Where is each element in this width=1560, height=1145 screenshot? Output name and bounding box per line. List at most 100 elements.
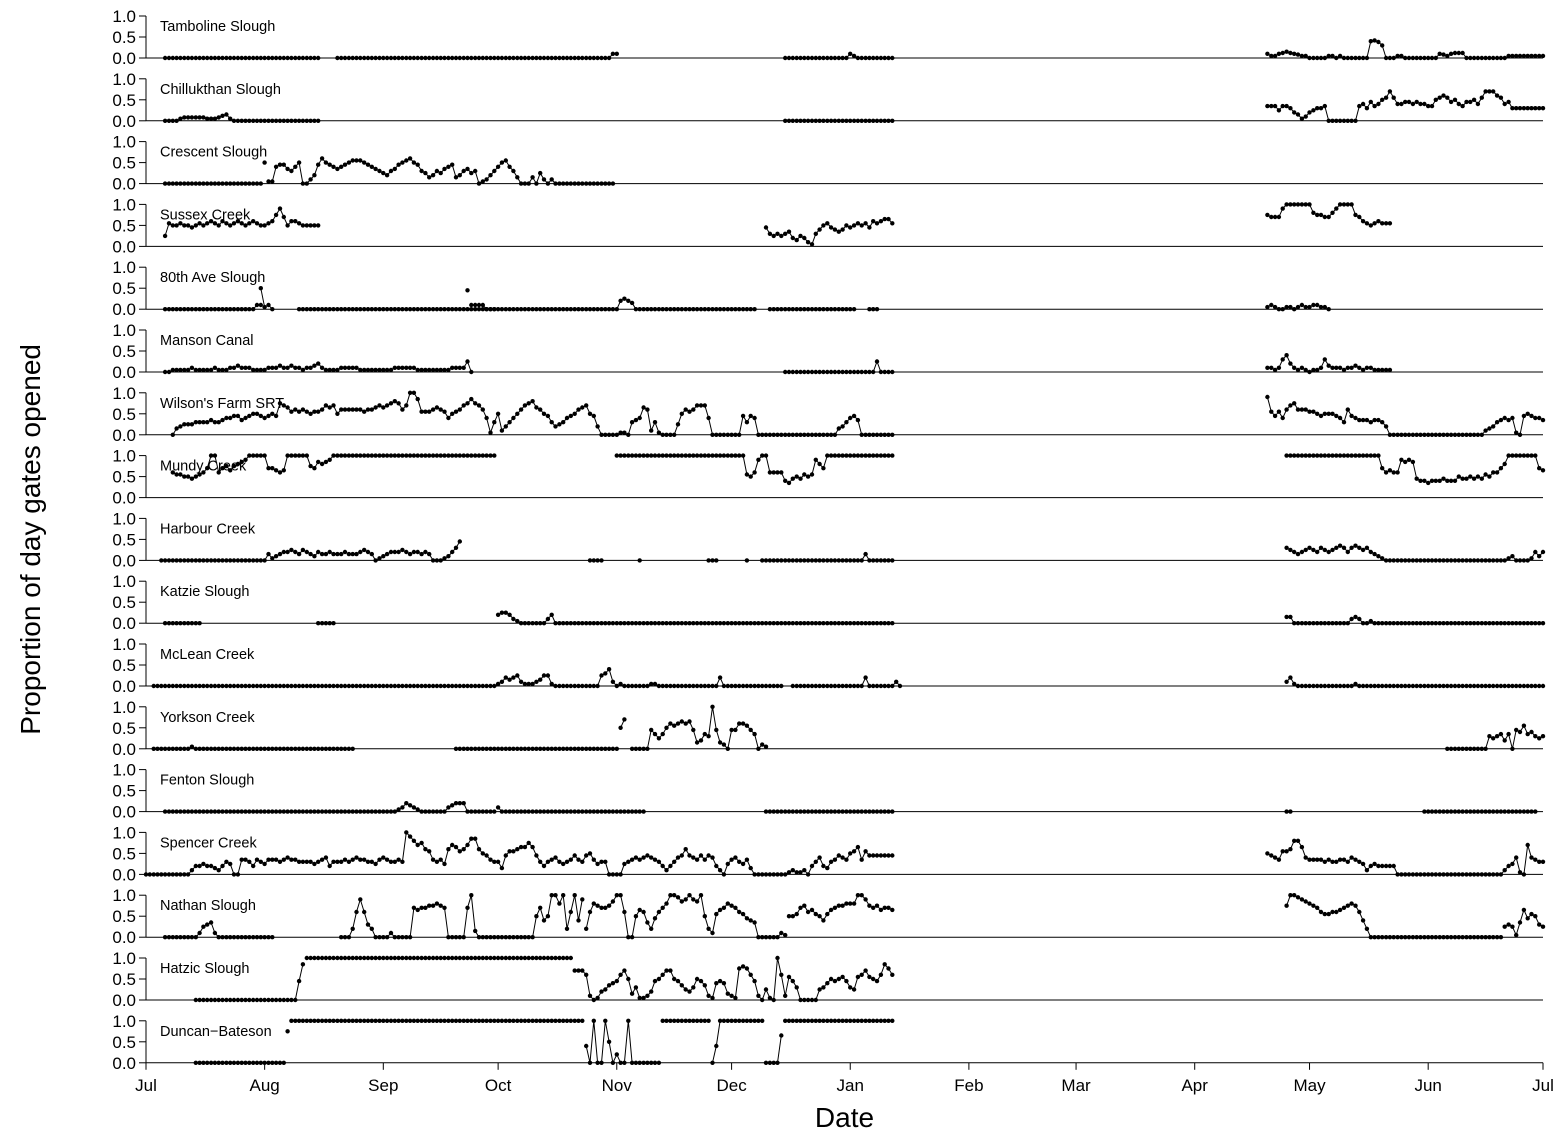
data-point (461, 55, 466, 61)
data-point (296, 683, 302, 689)
data-point (488, 809, 493, 814)
data-point (1311, 55, 1316, 61)
data-point (1471, 432, 1477, 437)
panel-site-label: Wilson's Farm SRT (160, 396, 284, 412)
data-point (503, 55, 508, 61)
data-point (1307, 545, 1312, 550)
data-point (1494, 621, 1500, 626)
data-point (411, 683, 417, 689)
data-point (430, 903, 436, 908)
data-point (1265, 212, 1270, 218)
data-point (821, 863, 826, 869)
data-point (407, 955, 413, 961)
data-point (208, 367, 214, 373)
data-point (603, 809, 608, 814)
data-point (480, 935, 485, 940)
data-point (660, 307, 665, 312)
data-point (828, 1018, 834, 1023)
data-point (641, 995, 646, 1001)
data-point (507, 746, 512, 751)
data-point (1326, 214, 1331, 220)
data-point (1299, 53, 1305, 59)
data-point (1406, 872, 1412, 877)
data-point (1533, 415, 1538, 421)
data-point (438, 558, 443, 563)
data-point (813, 859, 818, 864)
data-point (1395, 470, 1400, 475)
data-point (855, 417, 861, 423)
data-point (740, 683, 746, 689)
data-point (1410, 935, 1416, 940)
data-point (890, 683, 895, 689)
data-point (205, 1060, 210, 1066)
data-point (832, 978, 838, 984)
data-point (595, 995, 600, 1001)
data-point (396, 162, 401, 167)
data-point (1403, 55, 1408, 61)
data-point (836, 683, 841, 689)
data-point (270, 466, 275, 471)
data-point (208, 219, 214, 224)
data-point (415, 683, 420, 689)
data-point (763, 744, 769, 749)
data-point (1292, 365, 1297, 370)
data-point (809, 55, 815, 61)
data-point (465, 1018, 470, 1023)
data-point (679, 453, 684, 458)
data-point (767, 432, 773, 437)
data-point (1429, 478, 1435, 483)
data-point (228, 307, 233, 312)
data-point (825, 432, 830, 437)
data-point (1487, 935, 1492, 940)
data-point (526, 55, 531, 61)
data-point (1514, 809, 1519, 814)
data-point (622, 430, 627, 435)
data-point (400, 859, 405, 864)
data-point (1318, 453, 1324, 458)
data-point (580, 809, 585, 814)
data-point (208, 863, 214, 869)
data-point (1399, 432, 1404, 437)
data-point (254, 857, 260, 862)
data-point (166, 558, 172, 563)
data-point (243, 558, 248, 563)
data-point (185, 809, 191, 814)
data-point (384, 173, 390, 178)
data-point (304, 809, 309, 814)
data-point (369, 307, 374, 312)
data-point (300, 223, 306, 228)
data-point (756, 1018, 761, 1023)
data-point (813, 809, 818, 814)
y-tick-label: 0.0 (112, 740, 136, 759)
y-tick-label: 0.0 (112, 928, 136, 947)
data-point (871, 369, 876, 375)
data-point (1475, 809, 1481, 814)
data-point (863, 55, 868, 61)
data-point (277, 162, 283, 167)
data-point (878, 558, 884, 563)
data-point (549, 307, 554, 312)
data-point (1464, 746, 1469, 751)
data-point (442, 409, 447, 414)
data-point (1383, 863, 1389, 869)
data-point (480, 1018, 485, 1023)
data-point (1288, 893, 1293, 898)
data-point (1491, 872, 1496, 877)
data-point (235, 809, 241, 814)
data-point (369, 55, 374, 61)
data-point (1276, 857, 1282, 862)
data-point (228, 365, 233, 370)
data-point (1315, 857, 1320, 862)
data-point (511, 849, 516, 854)
data-point (339, 407, 344, 412)
data-point (358, 809, 363, 814)
data-point (848, 851, 853, 856)
data-point (702, 453, 707, 458)
data-point (262, 683, 267, 689)
data-point (610, 1060, 616, 1066)
data-point (270, 746, 275, 751)
data-point (423, 955, 428, 961)
data-point (855, 893, 861, 898)
data-point (339, 164, 344, 169)
data-point (166, 118, 172, 124)
